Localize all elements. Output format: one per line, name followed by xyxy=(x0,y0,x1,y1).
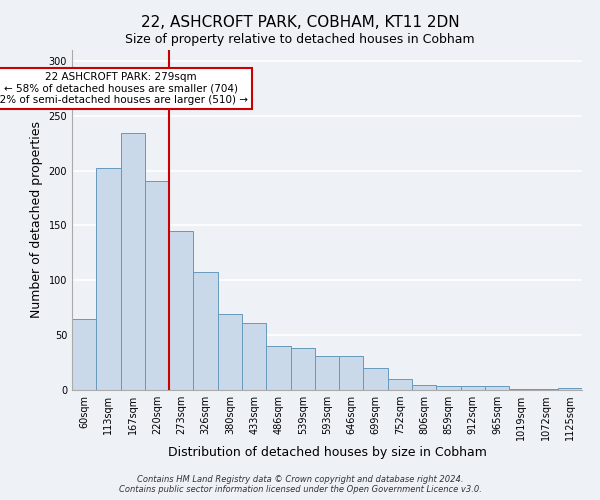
Bar xyxy=(242,323,266,390)
Bar xyxy=(509,389,533,390)
Bar xyxy=(461,386,485,390)
Text: Size of property relative to detached houses in Cobham: Size of property relative to detached ho… xyxy=(125,32,475,46)
Bar xyxy=(266,346,290,390)
Bar xyxy=(485,386,509,390)
X-axis label: Distribution of detached houses by size in Cobham: Distribution of detached houses by size … xyxy=(167,446,487,459)
Bar xyxy=(339,356,364,390)
Bar xyxy=(533,389,558,390)
Bar xyxy=(558,388,582,390)
Text: 22 ASHCROFT PARK: 279sqm
← 58% of detached houses are smaller (704)
42% of semi-: 22 ASHCROFT PARK: 279sqm ← 58% of detach… xyxy=(0,72,248,105)
Bar xyxy=(145,180,169,390)
Text: Contains HM Land Registry data © Crown copyright and database right 2024.
Contai: Contains HM Land Registry data © Crown c… xyxy=(119,474,481,494)
Text: 22, ASHCROFT PARK, COBHAM, KT11 2DN: 22, ASHCROFT PARK, COBHAM, KT11 2DN xyxy=(140,15,460,30)
Bar xyxy=(121,134,145,390)
Bar xyxy=(290,348,315,390)
Bar xyxy=(436,386,461,390)
Bar xyxy=(388,379,412,390)
Bar xyxy=(96,168,121,390)
Bar xyxy=(364,368,388,390)
Bar xyxy=(193,272,218,390)
Bar xyxy=(72,318,96,390)
Bar xyxy=(315,356,339,390)
Bar xyxy=(169,231,193,390)
Y-axis label: Number of detached properties: Number of detached properties xyxy=(30,122,43,318)
Bar xyxy=(412,384,436,390)
Bar xyxy=(218,314,242,390)
